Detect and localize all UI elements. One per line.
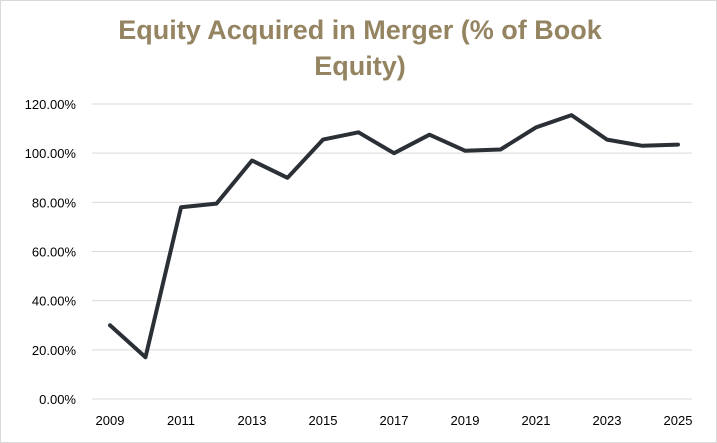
x-tick-label: 2009 [96, 413, 125, 428]
y-tick-label: 20.00% [32, 343, 77, 358]
y-tick-label: 60.00% [32, 245, 77, 260]
x-tick-label: 2013 [238, 413, 267, 428]
y-tick-label: 40.00% [32, 294, 77, 309]
x-tick-label: 2019 [451, 413, 480, 428]
chart-title: Equity Acquired in Merger (% of Book Equ… [118, 15, 602, 81]
gridlines [92, 103, 692, 400]
y-tick-label: 0.00% [39, 392, 76, 407]
x-axis-tick-labels: 2009 2011 2013 2015 2017 2019 2021 2023 2025 [96, 413, 693, 428]
y-tick-label: 100.00% [25, 146, 77, 161]
x-tick-label: 2021 [522, 413, 551, 428]
y-tick-label: 120.00% [25, 97, 77, 112]
x-tick-label: 2025 [664, 413, 693, 428]
x-tick-label: 2011 [167, 413, 195, 428]
x-tick-label: 2023 [593, 413, 622, 428]
x-tick-label: 2015 [309, 413, 338, 428]
y-tick-label: 80.00% [32, 195, 77, 210]
series-lines [108, 113, 680, 360]
series-line [108, 113, 680, 360]
x-tick-label: 2017 [380, 413, 409, 428]
y-axis-tick-labels: 0.00% 20.00% 40.00% 60.00% 80.00% 100.00% 120.… [25, 97, 77, 407]
